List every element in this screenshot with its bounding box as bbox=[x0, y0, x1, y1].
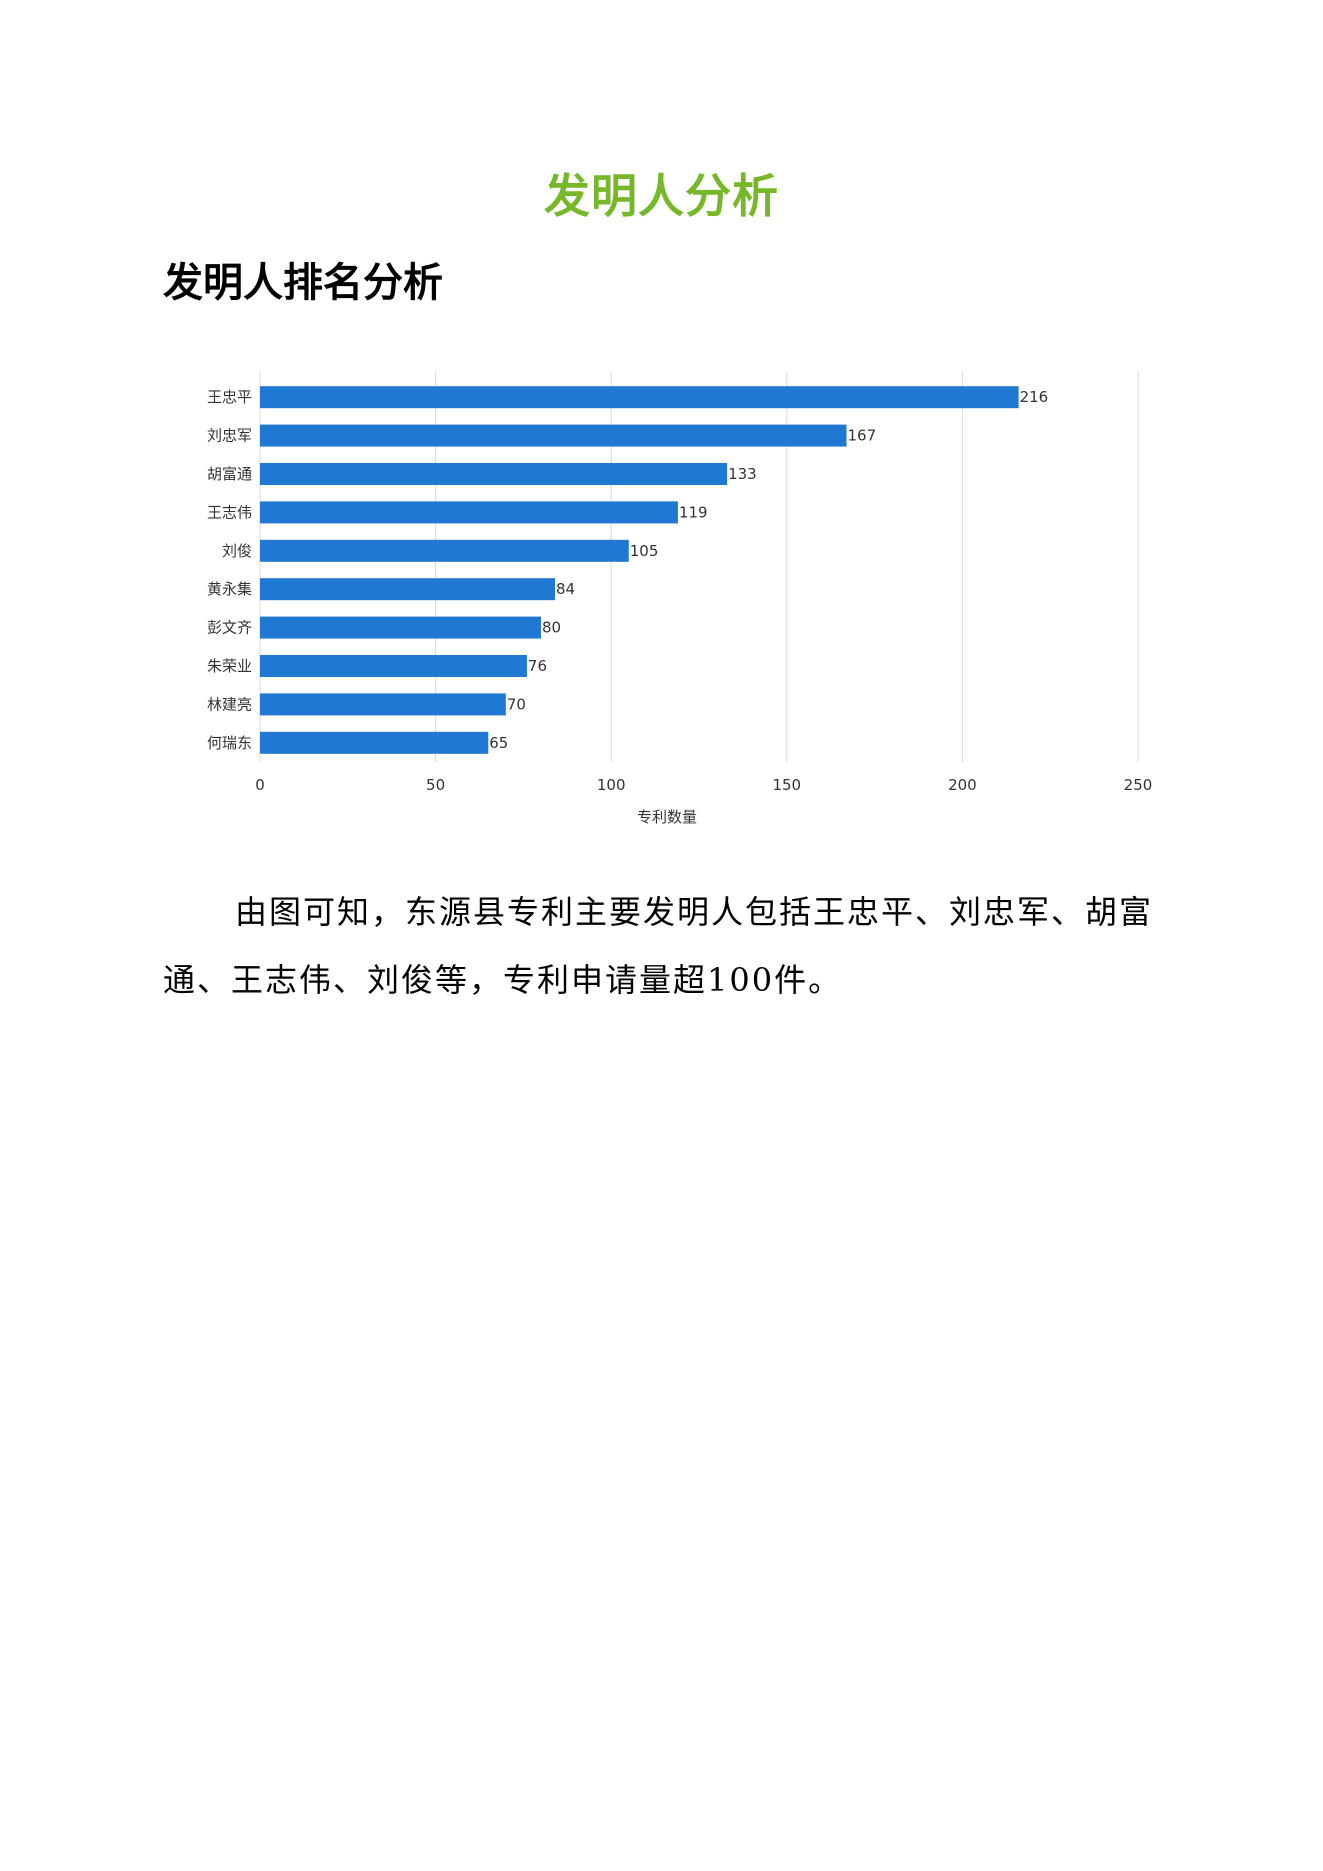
page-title: 发明人分析 bbox=[544, 169, 779, 223]
category-label: 何瑞东 bbox=[207, 734, 252, 752]
data-label: 65 bbox=[489, 734, 508, 752]
category-label: 朱荣业 bbox=[207, 657, 252, 675]
body-paragraph: 由图可知，东源县专利主要发明人包括王忠平、刘忠军、胡富通、王志伟、刘俊等，专利申… bbox=[163, 893, 1154, 999]
category-label: 刘忠军 bbox=[207, 427, 252, 445]
x-tick-label: 0 bbox=[255, 776, 265, 794]
x-tick-label: 250 bbox=[1124, 776, 1153, 794]
bar bbox=[260, 578, 556, 601]
data-label: 133 bbox=[728, 465, 757, 483]
bar bbox=[260, 386, 1019, 409]
data-label: 119 bbox=[679, 503, 708, 521]
category-label: 王志伟 bbox=[207, 503, 252, 521]
data-label: 84 bbox=[556, 580, 575, 598]
category-label: 黄永集 bbox=[207, 580, 252, 598]
data-label: 76 bbox=[528, 657, 547, 675]
x-axis-label: 专利数量 bbox=[637, 808, 697, 826]
data-label: 70 bbox=[507, 695, 526, 713]
x-tick-label: 200 bbox=[948, 776, 977, 794]
category-label: 彭文齐 bbox=[207, 619, 252, 637]
category-label: 林建亮 bbox=[207, 695, 252, 713]
bar bbox=[260, 693, 506, 716]
bar bbox=[260, 463, 728, 485]
bar bbox=[260, 616, 541, 639]
data-label: 216 bbox=[1020, 388, 1049, 406]
inventor-ranking-chart: 王忠平刘忠军胡富通王志伟刘俊黄永集彭文齐朱荣业林建亮何瑞东 216 167 133 1… bbox=[160, 360, 1170, 840]
category-label: 刘俊 bbox=[222, 542, 252, 560]
x-tick-label: 50 bbox=[426, 776, 445, 794]
data-label: 105 bbox=[630, 542, 659, 560]
bar bbox=[260, 501, 678, 524]
chart-bars bbox=[260, 386, 1019, 754]
data-label: 80 bbox=[542, 619, 561, 637]
category-label: 胡富通 bbox=[207, 465, 252, 483]
bar bbox=[260, 655, 527, 677]
bar bbox=[260, 731, 489, 754]
x-tick-label: 150 bbox=[772, 776, 801, 794]
section-heading: 发明人排名分析 bbox=[163, 260, 443, 306]
bar bbox=[260, 424, 847, 447]
chart-data-labels: 216 167 133 119 105 84 80 76 70 65 bbox=[489, 388, 1048, 752]
data-label: 167 bbox=[848, 427, 877, 445]
category-label: 王忠平 bbox=[207, 388, 252, 406]
bar bbox=[260, 539, 629, 562]
chart-x-ticks: 0 50 100 150 200 250 bbox=[255, 776, 1152, 794]
x-tick-label: 100 bbox=[597, 776, 626, 794]
